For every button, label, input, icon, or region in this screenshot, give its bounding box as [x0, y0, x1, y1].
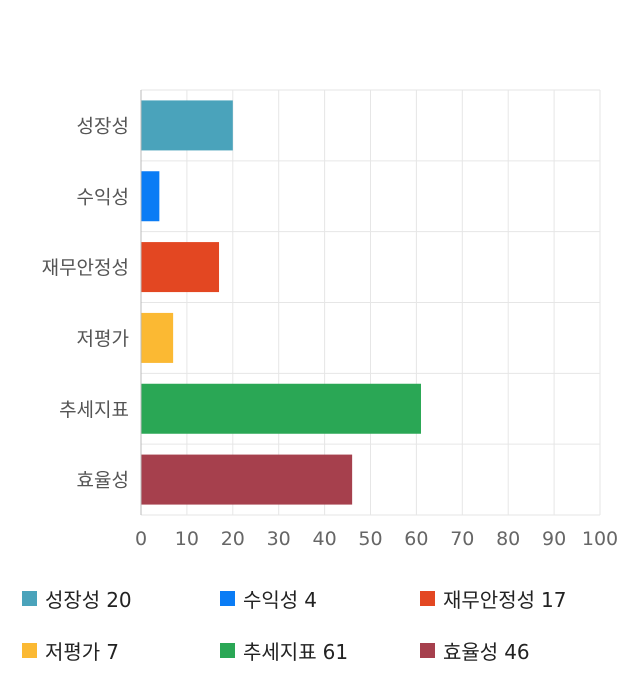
category-label: 성장성 [77, 115, 129, 137]
bar-6 [141, 454, 353, 505]
legend-item-5: 효율성 46 [420, 636, 536, 664]
legend-item-1: 수익성 4 [220, 584, 323, 612]
legend-swatch [420, 642, 435, 658]
bar-1 [141, 100, 233, 151]
x-tick-label: 60 [404, 528, 428, 550]
legend: 성장성 20 수익성 4 재무안정성 17 저평가 7 추세지표 61 효율성 46 [0, 580, 640, 690]
x-tick-label: 30 [267, 528, 291, 550]
legend-label: 저평가 7 [45, 639, 119, 664]
legend-label: 효율성 46 [443, 639, 530, 664]
bar-2 [141, 171, 160, 222]
legend-label: 수익성 4 [243, 587, 317, 612]
legend-swatch [22, 642, 37, 658]
bar-5 [141, 383, 421, 434]
legend-label: 성장성 20 [45, 587, 132, 612]
legend-swatch [22, 590, 37, 606]
category-label: 추세지표 [59, 399, 129, 421]
bar-3 [141, 242, 220, 293]
x-tick-label: 40 [313, 528, 337, 550]
x-tick-label: 50 [358, 528, 382, 550]
category-label: 수익성 [77, 186, 129, 208]
x-tick-labels: 0 10 20 30 40 50 60 70 80 90 100 [135, 528, 618, 550]
legend-swatch [220, 590, 235, 606]
x-tick-label: 100 [582, 528, 618, 550]
legend-label: 추세지표 61 [243, 639, 349, 664]
category-label: 재무안정성 [42, 257, 129, 279]
grid-lines [140, 89, 601, 516]
legend-item-0: 성장성 20 [22, 584, 138, 612]
x-tick-label: 20 [221, 528, 245, 550]
x-tick-label: 0 [135, 528, 147, 550]
category-label: 효율성 [77, 470, 129, 492]
legend-item-3: 저평가 7 [22, 636, 125, 664]
legend-label: 재무안정성 17 [443, 587, 567, 612]
x-tick-label: 70 [450, 528, 474, 550]
bar-4 [141, 312, 174, 363]
legend-item-4: 추세지표 61 [220, 636, 354, 664]
x-tick-label: 90 [542, 528, 566, 550]
bars-group [141, 100, 421, 505]
category-label: 저평가 [77, 328, 129, 350]
x-tick-label: 80 [496, 528, 520, 550]
x-tick-label: 10 [175, 528, 199, 550]
legend-swatch [220, 642, 235, 658]
legend-swatch [420, 590, 435, 606]
legend-item-2: 재무안정성 17 [420, 584, 572, 612]
